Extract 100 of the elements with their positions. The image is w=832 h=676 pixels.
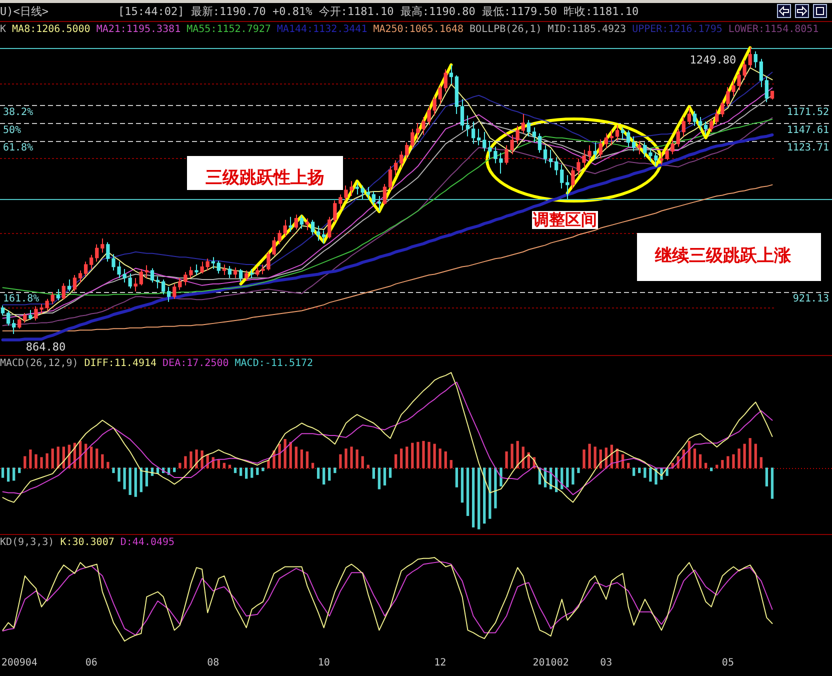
annotation: 三级跳跃性上扬 <box>187 156 343 190</box>
text: DEA:17.2500 <box>162 358 229 369</box>
text: LOWER:1154.8051 <box>728 24 819 35</box>
bar <box>466 468 470 516</box>
bar <box>316 468 320 479</box>
bar <box>626 462 630 468</box>
ref-line-label: 1147.61 <box>786 124 829 136</box>
bar <box>284 439 286 468</box>
bar <box>588 444 591 468</box>
bar <box>738 448 740 468</box>
text: BOLLPB(26,1) MID:1185.4923 <box>470 24 626 35</box>
x-tick-label: 200904 <box>1 658 38 669</box>
x-tick-label: 06 <box>85 658 98 669</box>
bar <box>400 448 403 468</box>
bar <box>106 462 110 468</box>
bar <box>6 468 10 482</box>
bar <box>173 468 176 472</box>
bar <box>765 468 768 486</box>
text: MA144:1132.3441 <box>276 24 368 35</box>
bar <box>322 468 326 484</box>
legend-title: K <box>0 24 6 35</box>
bar <box>222 462 226 468</box>
bar <box>145 468 148 486</box>
ref-line-label: 1123.71 <box>786 142 829 154</box>
bar <box>12 468 16 481</box>
bar <box>200 450 204 468</box>
bar <box>184 456 187 468</box>
bar <box>239 468 242 476</box>
bar <box>328 468 331 481</box>
bar <box>450 460 452 468</box>
bar <box>256 468 259 475</box>
bar <box>748 438 752 468</box>
bar <box>632 468 636 476</box>
bar <box>134 468 137 497</box>
bar <box>289 442 292 468</box>
bar <box>96 448 98 468</box>
bar <box>572 468 574 484</box>
bar <box>411 442 414 468</box>
bar <box>582 450 586 468</box>
bar <box>112 468 115 474</box>
bar <box>46 453 48 468</box>
bar <box>245 468 248 479</box>
legend-title: MACD(26,12,9) <box>0 358 78 369</box>
bar <box>311 462 314 468</box>
bar <box>433 444 436 468</box>
bar <box>29 450 32 468</box>
bar <box>300 450 304 468</box>
bar <box>278 444 281 468</box>
bar <box>383 468 386 486</box>
text: MA21:1195.3381 <box>96 24 181 35</box>
bar <box>361 456 364 468</box>
bar <box>217 460 220 468</box>
annotation: 1249.80 <box>690 53 736 66</box>
legend-title: KD(9,3,3) <box>0 537 54 548</box>
annotation: 调整区间 <box>532 210 598 229</box>
text: MA55:1152.7927 <box>186 24 271 35</box>
bar <box>228 464 232 468</box>
text: UPPER:1216.1795 <box>632 24 722 35</box>
bar <box>566 468 569 488</box>
annotation: 161.8% <box>3 294 40 305</box>
x-tick-label: 03 <box>600 658 612 669</box>
bar <box>344 448 348 468</box>
bar <box>444 451 447 468</box>
bar <box>262 468 264 472</box>
bar <box>56 446 60 468</box>
bar <box>510 444 514 468</box>
x-tick-label: 201002 <box>532 658 569 669</box>
bar <box>494 468 497 508</box>
text: D:44.0495 <box>120 537 175 548</box>
bar <box>90 446 93 468</box>
bar <box>51 448 54 468</box>
bar <box>24 456 26 468</box>
x-tick-label: 10 <box>318 658 330 669</box>
bar <box>770 468 774 499</box>
bar <box>234 468 237 474</box>
bar <box>416 442 420 468</box>
chart-title: U)<日线> <box>0 4 48 20</box>
bar <box>472 468 475 528</box>
bar <box>1 468 4 478</box>
bar <box>118 468 120 482</box>
bar <box>372 468 375 479</box>
bar <box>577 468 580 474</box>
bar <box>428 442 430 468</box>
bar <box>18 468 21 474</box>
bar <box>378 468 381 490</box>
bar <box>505 451 508 468</box>
bar <box>40 457 43 468</box>
bar <box>34 454 38 468</box>
bar <box>422 440 425 468</box>
bar <box>388 468 392 478</box>
bar <box>455 468 458 488</box>
text: MACD:-11.5172 <box>234 358 314 369</box>
bar <box>267 460 270 468</box>
bar <box>754 444 757 468</box>
bar <box>356 450 358 468</box>
bar <box>294 446 298 468</box>
x-tick-label: 05 <box>722 658 734 669</box>
series-label: K:30.3007 <box>60 537 114 548</box>
ref-line-label: 1171.52 <box>786 107 829 118</box>
bar <box>716 464 718 468</box>
